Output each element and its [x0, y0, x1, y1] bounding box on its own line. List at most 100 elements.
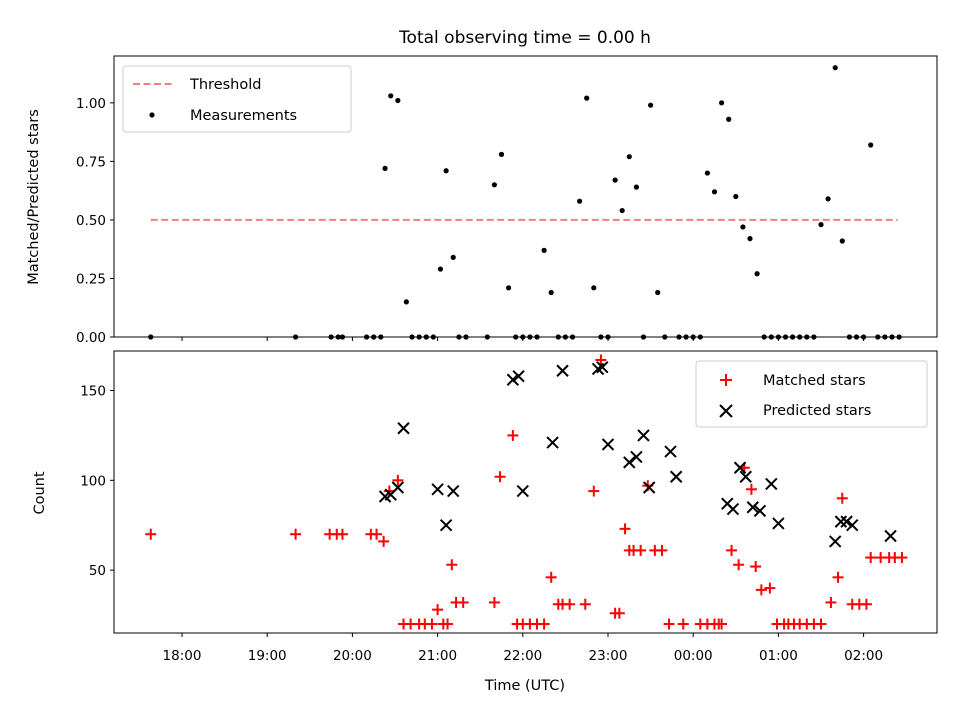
bottom-x-tick-label: 18:00: [163, 648, 202, 664]
x-axis-label: Time (UTC): [484, 678, 565, 694]
predicted-point: [623, 456, 636, 469]
bottom-x-tick-label: 22:00: [503, 648, 542, 664]
measurement-point: [825, 196, 831, 202]
bottom-y-axis-label: Count: [32, 471, 48, 514]
measurement-point: [612, 177, 618, 183]
matched-point: [371, 528, 383, 540]
measurement-point: [584, 95, 590, 101]
matched-point: [663, 618, 675, 630]
matched-point: [755, 584, 767, 596]
measurements-legend-marker: [149, 112, 155, 118]
bottom-axes-frame: [113, 350, 938, 634]
bottom-y-tick-label: 100: [80, 473, 106, 489]
top-y-tick-label: 0.75: [76, 154, 106, 170]
measurement-point: [740, 224, 746, 230]
measurement-point: [726, 116, 732, 122]
measurement-point: [541, 247, 547, 253]
predicted-point: [753, 504, 767, 518]
matched-point: [494, 471, 506, 483]
measurement-point: [382, 165, 388, 171]
matched-point: [588, 485, 600, 497]
predicted-point: [439, 519, 453, 532]
matched-point: [726, 544, 738, 556]
matched-legend-label: Matched stars: [763, 373, 866, 389]
measurement-point: [395, 97, 401, 104]
predicted-point: [739, 470, 752, 483]
measurement-point: [626, 154, 632, 160]
measurement-point: [648, 102, 654, 108]
predicted-legend-label: Predicted stars: [763, 403, 871, 419]
bottom-x-tick-label: 23:00: [589, 648, 628, 664]
bottom-x-ticks: 18:00 19:00 20:00 21:00 22:00 23:00 00:00 01:00…: [163, 633, 883, 664]
bottom-x-tick-label: 02:00: [844, 648, 883, 664]
bottom-x-tick-label: 19:00: [248, 648, 287, 664]
matched-point: [538, 618, 550, 630]
matched-point: [457, 596, 469, 608]
measurement-point: [832, 65, 838, 71]
top-y-tick-label: 1.00: [76, 96, 106, 112]
measurement-point: [443, 168, 449, 174]
matched-point: [860, 598, 872, 610]
predicted-point: [746, 501, 760, 514]
predicted-point: [772, 517, 785, 530]
matched-point: [613, 607, 625, 619]
predicted-point: [637, 429, 650, 442]
top-y-tick-label: 0.00: [76, 330, 106, 346]
matched-point: [442, 618, 454, 630]
predicted-point: [669, 470, 683, 483]
predicted-point: [391, 481, 405, 494]
predicted-point: [431, 483, 444, 496]
matched-point: [825, 596, 837, 608]
predicted-point: [846, 519, 859, 532]
measurement-point: [868, 142, 874, 148]
matched-point: [392, 474, 404, 486]
matched-point: [378, 535, 390, 547]
top-y-ticks: 0.00 0.25 0.50 0.75 1.00: [76, 96, 114, 346]
predicted-point: [601, 438, 615, 451]
predicted-series: [378, 360, 897, 548]
measurement-point: [403, 299, 409, 305]
predicted-point: [726, 502, 740, 516]
predicted-point: [546, 436, 559, 449]
bottom-legend: Matched stars Predicted stars: [695, 360, 928, 428]
matched-point: [832, 571, 844, 583]
predicted-point: [630, 450, 643, 464]
predicted-point: [506, 373, 520, 386]
matched-point: [716, 618, 728, 630]
matched-point: [488, 596, 500, 608]
matched-point: [564, 598, 576, 610]
chart-title: Total observing time = 0.00 h: [398, 28, 651, 48]
matched-point: [764, 582, 776, 594]
bottom-y-tick-label: 50: [89, 563, 106, 579]
measurement-point: [506, 285, 512, 291]
predicted-point: [512, 369, 525, 383]
matched-point: [656, 544, 668, 556]
threshold-legend-label: Threshold: [189, 77, 261, 93]
predicted-legend-marker: [719, 404, 733, 418]
predicted-point: [642, 481, 656, 494]
matched-point: [745, 483, 757, 495]
matched-point: [733, 559, 745, 571]
matched-point: [815, 618, 827, 630]
top-legend: Threshold Measurements: [122, 65, 352, 133]
measurement-point: [491, 182, 497, 188]
measurement-point: [655, 289, 661, 296]
predicted-point: [884, 529, 897, 543]
matched-point: [579, 598, 591, 610]
predicted-point: [765, 477, 778, 491]
measurement-point: [548, 289, 554, 296]
bottom-legend-box: [695, 360, 928, 428]
matched-point: [896, 552, 908, 564]
matched-point: [290, 528, 302, 540]
predicted-point: [596, 360, 609, 374]
top-y-tick-label: 0.50: [76, 213, 106, 229]
measurement-point: [498, 151, 505, 157]
measurement-point: [839, 238, 845, 244]
matched-point: [432, 604, 444, 616]
predicted-point: [516, 484, 530, 498]
matched-point: [145, 528, 157, 540]
predicted-point: [556, 364, 569, 377]
bottom-x-tick-label: 20:00: [333, 648, 372, 664]
measurement-point: [437, 266, 444, 272]
